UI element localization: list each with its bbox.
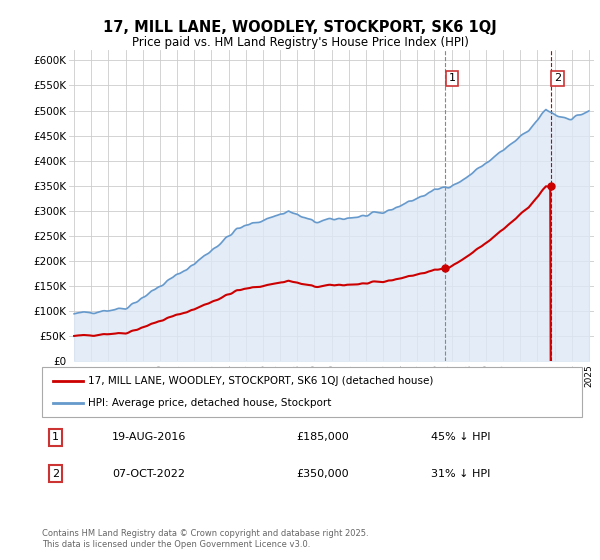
FancyBboxPatch shape <box>42 367 582 417</box>
Text: £350,000: £350,000 <box>296 469 349 479</box>
Text: 17, MILL LANE, WOODLEY, STOCKPORT, SK6 1QJ: 17, MILL LANE, WOODLEY, STOCKPORT, SK6 1… <box>103 20 497 35</box>
Text: 1: 1 <box>449 73 455 83</box>
Text: 2: 2 <box>52 469 59 479</box>
Text: £185,000: £185,000 <box>296 432 349 442</box>
Text: 31% ↓ HPI: 31% ↓ HPI <box>431 469 490 479</box>
Text: 1: 1 <box>52 432 59 442</box>
Text: 07-OCT-2022: 07-OCT-2022 <box>112 469 185 479</box>
Text: 19-AUG-2016: 19-AUG-2016 <box>112 432 187 442</box>
Text: 17, MILL LANE, WOODLEY, STOCKPORT, SK6 1QJ (detached house): 17, MILL LANE, WOODLEY, STOCKPORT, SK6 1… <box>88 376 433 386</box>
Text: 2: 2 <box>554 73 561 83</box>
Text: Price paid vs. HM Land Registry's House Price Index (HPI): Price paid vs. HM Land Registry's House … <box>131 36 469 49</box>
Text: HPI: Average price, detached house, Stockport: HPI: Average price, detached house, Stoc… <box>88 398 331 408</box>
Text: 45% ↓ HPI: 45% ↓ HPI <box>431 432 490 442</box>
Text: Contains HM Land Registry data © Crown copyright and database right 2025.
This d: Contains HM Land Registry data © Crown c… <box>42 529 368 549</box>
